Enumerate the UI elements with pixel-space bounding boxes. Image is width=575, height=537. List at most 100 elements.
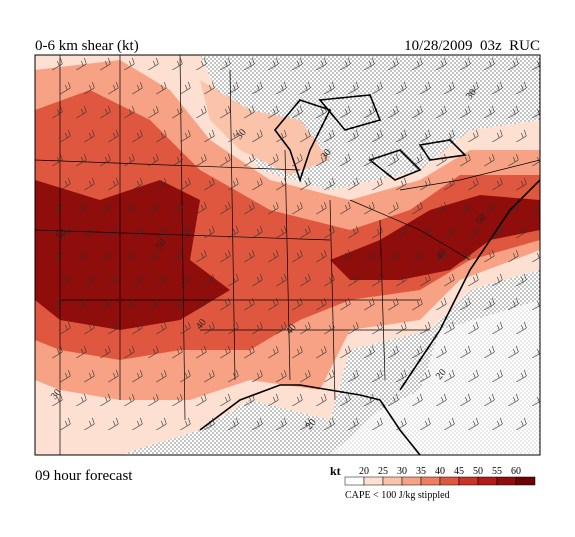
wind-barb (84, 225, 95, 239)
wind-barb (84, 177, 95, 191)
wind-barb (508, 297, 519, 311)
wind-barb (268, 153, 279, 167)
wind-barb (460, 297, 471, 311)
wind-barb (180, 321, 191, 335)
wind-barb (252, 417, 263, 431)
wind-barb (540, 226, 550, 238)
wind-barb (108, 321, 119, 335)
wind-barb (372, 81, 383, 95)
wind-barb (124, 297, 135, 311)
colorbar: 20 25 30 35 40 45 50 55 60 (344, 466, 536, 486)
wind-barb (532, 60, 540, 71)
wind-barb (364, 297, 375, 311)
wind-barb (252, 369, 263, 383)
wind-barb (148, 57, 159, 71)
wind-barb (300, 129, 311, 143)
wind-barb (420, 225, 431, 239)
wind-barb (388, 57, 399, 71)
wind-barb (364, 393, 375, 407)
colorbar-box (363, 476, 384, 486)
wind-barb (484, 249, 495, 263)
wind-barb (172, 201, 183, 215)
wind-barb (540, 82, 550, 94)
wind-barb (484, 57, 495, 71)
wind-barb (388, 297, 399, 311)
wind-barb (316, 153, 327, 167)
wind-barb (540, 322, 550, 334)
wind-barb (100, 345, 111, 359)
wind-barb (340, 201, 351, 215)
wind-barb (324, 225, 335, 239)
wind-barb (196, 393, 207, 407)
colorbar-label: 20 (359, 466, 369, 477)
wind-barb (156, 273, 167, 287)
colorbar-box (382, 476, 403, 486)
coastline (199, 94, 540, 455)
wind-barb (516, 177, 527, 191)
wind-barb (388, 393, 399, 407)
wind-barb (76, 249, 87, 263)
wind-barb (76, 345, 87, 359)
wind-barb (492, 129, 503, 143)
wind-barb (180, 129, 191, 143)
wind-barb (132, 273, 143, 287)
wind-barb (388, 249, 399, 263)
wind-barb (220, 105, 231, 119)
wind-barb (52, 393, 63, 407)
wind-barb (52, 105, 63, 119)
wind-barb (52, 153, 63, 167)
wind-barb (492, 273, 503, 287)
wind-barb (156, 129, 167, 143)
wind-barb (508, 201, 519, 215)
wind-barb (532, 252, 540, 263)
wind-barb (52, 249, 63, 263)
wind-barb (76, 57, 87, 71)
wind-barb (508, 393, 519, 407)
wind-barb (204, 369, 215, 383)
wind-barb (420, 273, 431, 287)
wind-barb (60, 321, 71, 335)
wind-barb (468, 81, 479, 95)
wind-barb (204, 225, 215, 239)
wind-barb (156, 177, 167, 191)
wind-barb (348, 81, 359, 95)
map-frame (34, 54, 541, 456)
wind-barb (436, 297, 447, 311)
wind-barb (220, 393, 231, 407)
wind-barb (244, 201, 255, 215)
wind-barb (340, 249, 351, 263)
wind-barb (364, 153, 375, 167)
wind-barb (76, 393, 87, 407)
wind-barb (468, 369, 479, 383)
stipple-lakes (360, 110, 430, 160)
wind-barb (340, 345, 351, 359)
wind-barb (540, 370, 550, 382)
wind-barb (228, 129, 239, 143)
wind-barb (316, 345, 327, 359)
wind-barb (492, 177, 503, 191)
wind-barb (460, 57, 471, 71)
wind-barb (372, 129, 383, 143)
wind-barb (100, 249, 111, 263)
wind-barb (420, 417, 431, 431)
wind-barb (204, 177, 215, 191)
wind-barb (412, 249, 423, 263)
colorbar-label: 30 (397, 466, 407, 477)
wind-barb (444, 225, 455, 239)
wind-barb (204, 321, 215, 335)
wind-barb (364, 345, 375, 359)
wind-barb (436, 105, 447, 119)
wind-barb (132, 177, 143, 191)
wind-barb (148, 393, 159, 407)
wind-barb (436, 153, 447, 167)
wind-barb (372, 273, 383, 287)
wind-barb (268, 201, 279, 215)
wind-barb (468, 417, 479, 431)
wind-barb (436, 393, 447, 407)
wind-barb (372, 369, 383, 383)
wind-barb (196, 345, 207, 359)
wind-barb (388, 201, 399, 215)
wind-barb (468, 321, 479, 335)
date: 10/28/2009 03z RUC (404, 38, 540, 54)
